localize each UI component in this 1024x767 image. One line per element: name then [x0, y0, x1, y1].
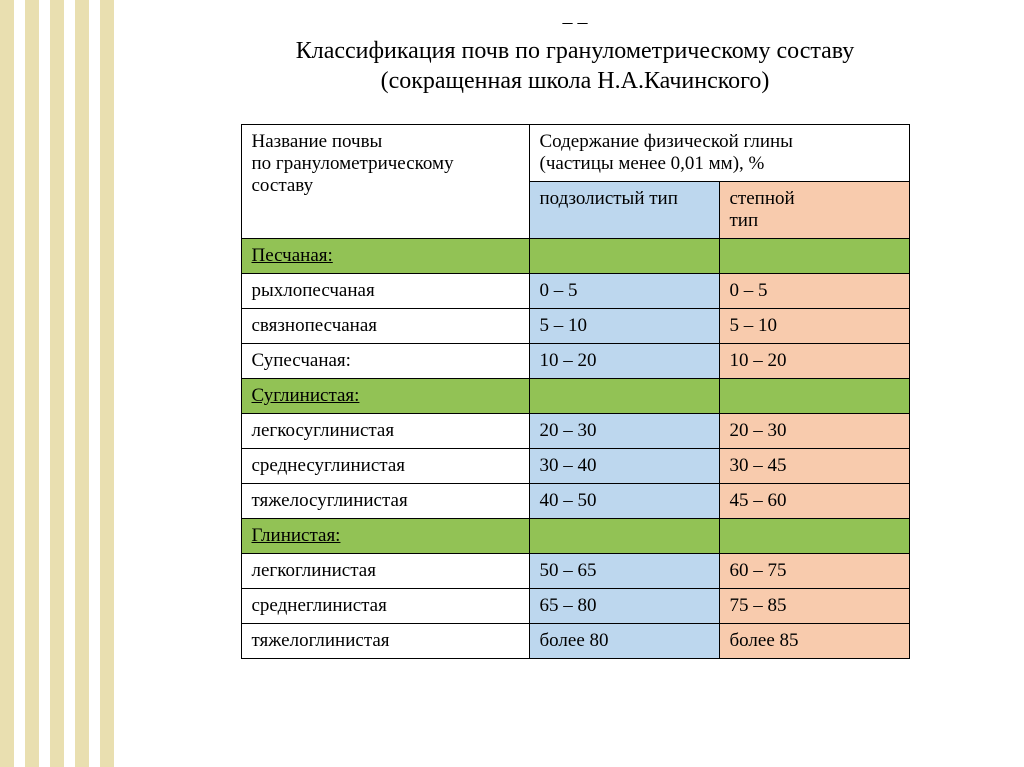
title-line2: (сокращенная школа Н.А.Качинского): [381, 68, 770, 94]
category-blank-b: [719, 239, 909, 274]
soil-steppe: 20 – 30: [719, 414, 909, 449]
category-blank-a: [529, 519, 719, 554]
category-label: Глинистая:: [252, 525, 341, 546]
soil-name: среднесуглинистая: [241, 449, 529, 484]
category-blank-a: [529, 379, 719, 414]
soil-podzol: 65 – 80: [529, 589, 719, 624]
category-blank-b: [719, 519, 909, 554]
category-blank-b: [719, 379, 909, 414]
soil-steppe: 30 – 45: [719, 449, 909, 484]
category-cell: Песчаная:: [241, 239, 529, 274]
soil-steppe: 0 – 5: [719, 274, 909, 309]
slide-title: – – Классификация почв по гранулометриче…: [150, 6, 1000, 96]
decor-stripe: [50, 0, 64, 767]
soil-name: тяжелоглинистая: [241, 624, 529, 659]
soil-steppe: 75 – 85: [719, 589, 909, 624]
decor-stripe: [75, 0, 89, 767]
decor-stripe: [14, 0, 25, 767]
soil-podzol: 30 – 40: [529, 449, 719, 484]
title-dashes: – –: [563, 11, 588, 33]
soil-steppe: более 85: [719, 624, 909, 659]
soil-steppe: 45 – 60: [719, 484, 909, 519]
soil-name: легкоглинистая: [241, 554, 529, 589]
soil-name: связнопесчаная: [241, 309, 529, 344]
soil-podzol: 0 – 5: [529, 274, 719, 309]
soil-podzol: 10 – 20: [529, 344, 719, 379]
soil-podzol: 20 – 30: [529, 414, 719, 449]
soil-steppe: 5 – 10: [719, 309, 909, 344]
soil-name: рыхлопесчаная: [241, 274, 529, 309]
decor-stripe: [114, 0, 126, 767]
title-line1: Классификация почв по гранулометрическом…: [296, 38, 855, 64]
category-label: Суглинистая:: [252, 385, 360, 406]
header-group: Содержание физической глины(частицы мене…: [529, 125, 909, 182]
soil-name: среднеглинистая: [241, 589, 529, 624]
decor-stripe: [64, 0, 75, 767]
category-cell: Суглинистая:: [241, 379, 529, 414]
soil-podzol: 40 – 50: [529, 484, 719, 519]
decorative-sidebar: [0, 0, 126, 767]
classification-table: Название почвыпо гранулометрическомусост…: [241, 124, 910, 659]
soil-steppe: 10 – 20: [719, 344, 909, 379]
soil-podzol: 50 – 65: [529, 554, 719, 589]
table-body: Название почвыпо гранулометрическомусост…: [241, 125, 909, 659]
category-label: Песчаная:: [252, 245, 333, 266]
header-name: Название почвыпо гранулометрическомусост…: [241, 125, 529, 239]
decor-stripe: [89, 0, 100, 767]
soil-name: Супесчаная:: [241, 344, 529, 379]
decor-stripe: [0, 0, 14, 767]
soil-name: тяжелосуглинистая: [241, 484, 529, 519]
soil-steppe: 60 – 75: [719, 554, 909, 589]
header-steppe: степнойтип: [719, 182, 909, 239]
soil-podzol: более 80: [529, 624, 719, 659]
soil-podzol: 5 – 10: [529, 309, 719, 344]
decor-stripe: [39, 0, 50, 767]
soil-name: легкосуглинистая: [241, 414, 529, 449]
category-cell: Глинистая:: [241, 519, 529, 554]
decor-stripe: [25, 0, 39, 767]
header-podzol: подзолистый тип: [529, 182, 719, 239]
slide-content: – – Классификация почв по гранулометриче…: [126, 0, 1024, 659]
decor-stripe: [100, 0, 114, 767]
category-blank-a: [529, 239, 719, 274]
